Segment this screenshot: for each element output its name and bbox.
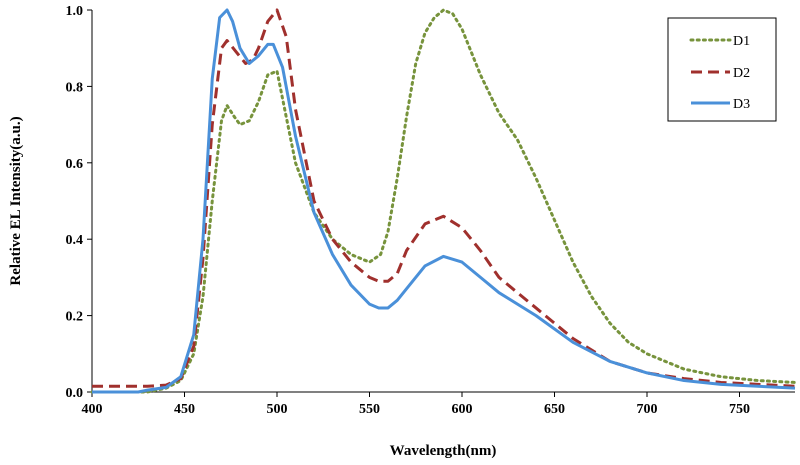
x-tick-label: 650	[544, 402, 565, 417]
x-tick-label: 700	[637, 402, 658, 417]
y-axis-title: Relative EL Intensity(a.u.)	[8, 116, 24, 285]
x-tick-label: 550	[359, 402, 380, 417]
ticks: 400 450 500 550 600 650 700 750 0.0 0.2 0.4 0.6 0.8 1…	[66, 4, 751, 417]
series-d3-line	[92, 8, 796, 394]
x-tick-label: 500	[267, 402, 288, 417]
y-tick-label: 1.0	[66, 4, 84, 19]
legend-label-d2: D2	[733, 66, 750, 81]
x-axis-title: Wavelength(nm)	[390, 443, 497, 459]
y-tick-label: 0.8	[66, 80, 84, 95]
legend-box	[667, 17, 777, 122]
series-d1-line	[90, 8, 797, 394]
plot-area	[91, 10, 795, 393]
x-tick-label: 450	[174, 402, 195, 417]
legend-label-d1: D1	[733, 34, 750, 49]
x-tick-label: 600	[452, 402, 473, 417]
series-d2-line	[92, 8, 796, 388]
y-tick-label: 0.0	[66, 386, 84, 401]
y-tick-label: 0.4	[66, 233, 84, 248]
legend: D1 D2 D3	[667, 17, 777, 122]
x-tick-label: 400	[82, 402, 103, 417]
legend-label-d3: D3	[733, 97, 750, 112]
x-tick-label: 750	[729, 402, 750, 417]
series-layer	[90, 8, 797, 394]
y-tick-label: 0.6	[66, 157, 84, 172]
y-tick-label: 0.2	[66, 310, 84, 325]
